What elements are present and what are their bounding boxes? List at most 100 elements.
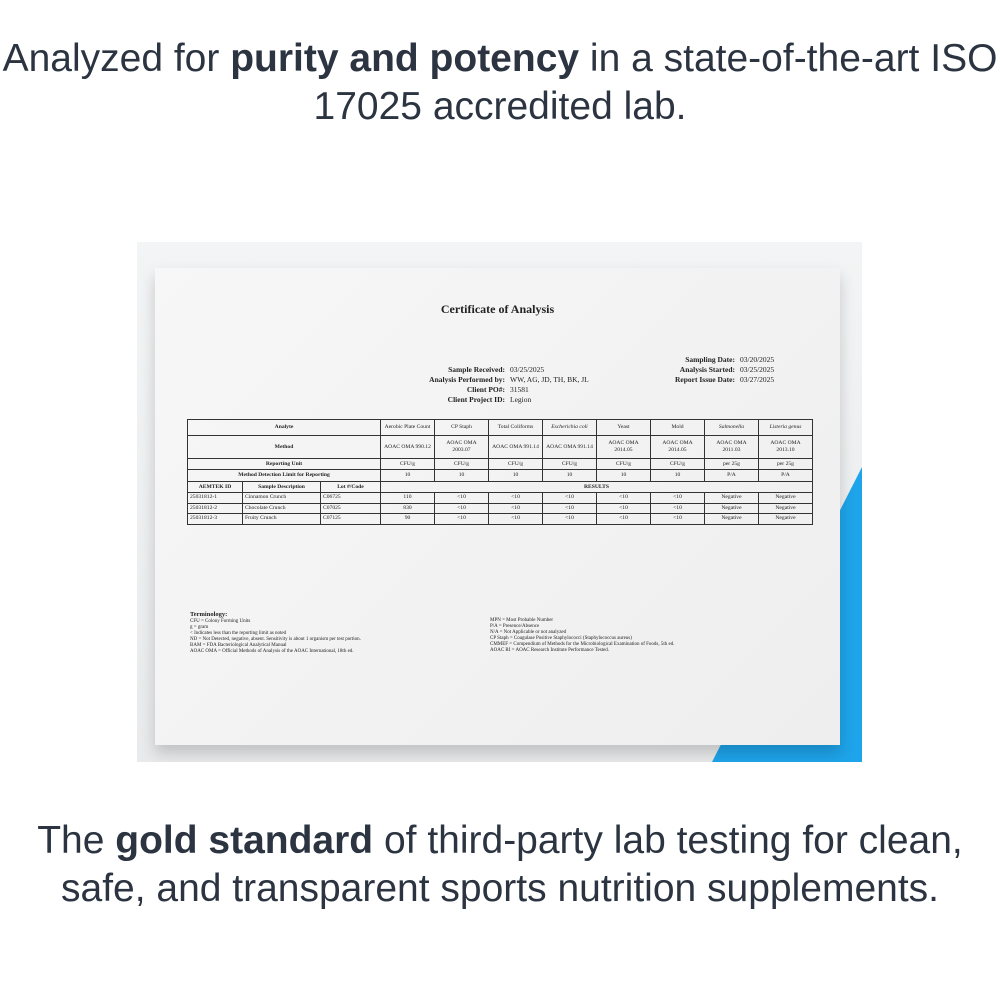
terminology-item: ND = Not Detected, negative, absent. Sen… bbox=[190, 637, 361, 642]
method-cell: AOAC OMA 2014.05 bbox=[650, 435, 705, 459]
unit-cell: CFU/g bbox=[542, 458, 597, 470]
unit-cell: CFU/g bbox=[380, 458, 435, 470]
unit-cell: per 25g bbox=[704, 458, 759, 470]
certificate-paper: Certificate of Analysis Sample Received:… bbox=[155, 268, 840, 745]
terminology-item: CMMEF = Compendium of Methods for the Mi… bbox=[490, 642, 675, 647]
meta-label: Client Project ID: bbox=[447, 395, 505, 404]
sample-id: 25031812-3 bbox=[187, 513, 243, 525]
unit-row: Reporting Unit CFU/g CFU/g CFU/g CFU/g CFU/g C… bbox=[187, 458, 813, 470]
result-cell: <10 bbox=[596, 492, 651, 504]
meta-value: WW, AG, JD, TH, BK, JL bbox=[510, 375, 589, 384]
unit-cell: CFU/g bbox=[488, 458, 543, 470]
terminology-left: Terminology: CFU = Colony Forming Units g… bbox=[190, 611, 361, 655]
meta-label: Report Issue Date: bbox=[675, 375, 735, 384]
terminology-item: AOAC RI = AOAC Research Institute Perfor… bbox=[490, 648, 610, 653]
result-cell: <10 bbox=[650, 513, 705, 525]
headline-bold: purity and potency bbox=[230, 37, 580, 80]
headline-text: of third-party lab testing for clean, sa… bbox=[61, 819, 963, 910]
analyte-cell: Listeria genus bbox=[758, 419, 813, 436]
analyte-cell: Escherichia coli bbox=[542, 419, 597, 436]
method-label: Method bbox=[187, 435, 381, 459]
result-cell: <10 bbox=[488, 502, 543, 514]
table-row: 25031812-2 Chocolate Crunch C07025 830 <10 <1… bbox=[187, 502, 813, 514]
meta-left: Sample Received: 03/25/2025 Analysis Perfo… bbox=[385, 365, 589, 405]
method-row: Method AOAC OMA 990.12 AOAC OMA 2003.07 AOA… bbox=[187, 435, 813, 459]
terminology-item: AOAC OMA = Official Methods of Analysis … bbox=[190, 649, 354, 654]
terminology-item: CFU = Colony Forming Units bbox=[190, 619, 251, 624]
result-cell: 110 bbox=[380, 492, 435, 504]
sample-id: 25031812-1 bbox=[187, 492, 243, 504]
column-header: Lot #/Code bbox=[320, 481, 381, 493]
sample-lot: C07025 bbox=[320, 502, 381, 514]
unit-label: Reporting Unit bbox=[187, 458, 381, 470]
sample-lot: C06725 bbox=[320, 492, 381, 504]
terminology-item: MPN = Most Probable Number bbox=[490, 618, 554, 623]
headline-text: The bbox=[37, 819, 116, 862]
result-cell: 830 bbox=[380, 502, 435, 514]
result-cell: <10 bbox=[596, 502, 651, 514]
analyte-row: Analyte Aerobic Plate Count CP Staph Total … bbox=[187, 419, 813, 436]
terminology-item: N/A = Not Applicable or not analyzed bbox=[490, 630, 567, 635]
analyte-label: Analyte bbox=[187, 419, 381, 436]
unit-cell: CFU/g bbox=[434, 458, 489, 470]
analyte-cell: Mold bbox=[650, 419, 705, 436]
sample-desc: Chocolate Crunch bbox=[242, 502, 321, 514]
meta-label: Client PO#: bbox=[466, 385, 505, 394]
meta-value: 03/25/2025 bbox=[510, 365, 545, 374]
method-cell: AOAC OMA 991.14 bbox=[488, 435, 543, 459]
meta-value: 03/27/2025 bbox=[740, 375, 775, 384]
mdl-cell: 10 bbox=[488, 469, 543, 482]
terminology-title: Terminology: bbox=[190, 611, 228, 618]
headline-text: Analyzed for bbox=[2, 37, 231, 80]
mdl-cell: P/A bbox=[704, 469, 759, 482]
terminology-item: < Indicates less than the reporting limi… bbox=[190, 631, 287, 636]
sample-id: 25031812-2 bbox=[187, 502, 243, 514]
result-cell: <10 bbox=[434, 513, 489, 525]
headline-bold: gold standard bbox=[115, 819, 374, 862]
table-row: 25031812-3 Fruity Crunch C07125 90 <10 <10 <10… bbox=[187, 513, 813, 525]
meta-row: Sampling Date: 03/20/2025 bbox=[625, 355, 774, 365]
certificate-title: Certificate of Analysis bbox=[440, 302, 555, 316]
terminology-item: BAM = FDA Bacteriological Analytical Man… bbox=[190, 643, 287, 648]
headline-top: Analyzed for purity and potency in a sta… bbox=[0, 35, 1000, 131]
result-cell: <10 bbox=[650, 502, 705, 514]
headline-bottom: The gold standard of third-party lab tes… bbox=[0, 817, 1000, 913]
meta-row: Analysis Started: 03/25/2025 bbox=[625, 365, 774, 375]
mdl-cell: P/A bbox=[758, 469, 813, 482]
unit-cell: CFU/g bbox=[650, 458, 705, 470]
result-cell: <10 bbox=[542, 513, 597, 525]
column-header: Sample Description bbox=[242, 481, 321, 493]
meta-row: Analysis Performed by: WW, AG, JD, TH, BK… bbox=[385, 375, 589, 385]
result-cell: <10 bbox=[434, 492, 489, 504]
result-cell: <10 bbox=[434, 502, 489, 514]
terminology-item: CP Staph = Coagulase Positive Staphyloco… bbox=[490, 636, 632, 641]
table-row: 25031812-1 Cinnamon Crunch C06725 110 <10 <10… bbox=[187, 492, 813, 504]
headline-text: in a state-of-the-art ISO 17025 accredit… bbox=[313, 37, 998, 128]
result-cell: <10 bbox=[542, 492, 597, 504]
result-cell: Negative bbox=[758, 502, 813, 514]
mdl-cell: 10 bbox=[434, 469, 489, 482]
result-cell: <10 bbox=[488, 513, 543, 525]
results-header: RESULTS bbox=[380, 481, 813, 493]
result-cell: Negative bbox=[704, 492, 759, 504]
method-cell: AOAC OMA 2011.03 bbox=[704, 435, 759, 459]
analyte-cell: Aerobic Plate Count bbox=[380, 419, 435, 436]
result-cell: <10 bbox=[488, 492, 543, 504]
result-cell: <10 bbox=[542, 502, 597, 514]
column-header: AEMTEK ID bbox=[187, 481, 243, 493]
meta-right: Sampling Date: 03/20/2025 Analysis Started… bbox=[625, 355, 774, 385]
analyte-cell: Total Coliforms bbox=[488, 419, 543, 436]
sample-desc: Fruity Crunch bbox=[242, 513, 321, 525]
meta-label: Sampling Date: bbox=[685, 355, 735, 364]
terminology-right: MPN = Most Probable Number P/A = Presence… bbox=[490, 618, 674, 654]
analyte-cell: Salmonella bbox=[704, 419, 759, 436]
result-cell: Negative bbox=[758, 513, 813, 525]
meta-row: Client PO#: 31581 bbox=[385, 385, 589, 395]
meta-value: 03/25/2025 bbox=[740, 365, 775, 374]
meta-row: Sample Received: 03/25/2025 bbox=[385, 365, 589, 375]
analyte-cell: CP Staph bbox=[434, 419, 489, 436]
meta-row: Report Issue Date: 03/27/2025 bbox=[625, 375, 774, 385]
mdl-cell: 10 bbox=[596, 469, 651, 482]
mdl-label: Method Detection Limit for Reporting bbox=[187, 469, 381, 482]
meta-label: Analysis Performed by: bbox=[429, 375, 505, 384]
